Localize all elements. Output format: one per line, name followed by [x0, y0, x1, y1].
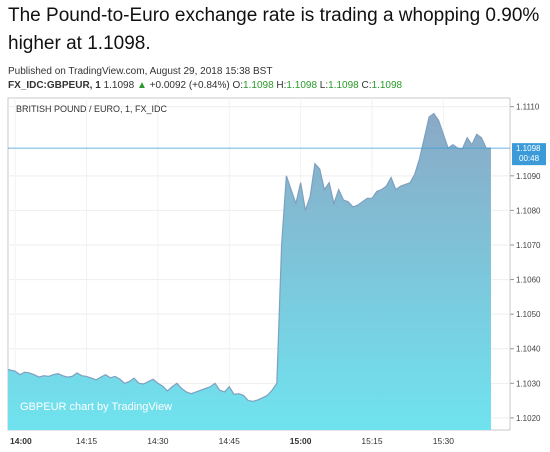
x-tick-label: 15:15	[361, 436, 383, 446]
y-tick-label: 1.1080	[516, 206, 541, 215]
open-label: O:	[232, 80, 244, 91]
x-tick-label: 15:30	[433, 436, 455, 446]
up-arrow-icon: ▲	[136, 80, 147, 91]
last-price-tag-label: 1.1098	[516, 144, 541, 153]
y-axis: 1.1110 1.1090 1.1080 1.1070 1.1060 1.1050 1.10…	[510, 103, 541, 423]
symbol-label: FX_IDC:GBPEUR, 1	[8, 80, 101, 91]
last-price-tag-bg	[512, 143, 546, 166]
price-change: +0.0092 (+0.84%)	[149, 80, 230, 91]
x-tick-label: 14:30	[147, 436, 169, 446]
series-area	[8, 113, 491, 430]
y-tick-label: 1.1050	[516, 310, 541, 319]
last-price: 1.1098	[103, 80, 135, 91]
y-tick-label: 1.1060	[516, 276, 541, 285]
low-value: 1.1098	[328, 80, 359, 91]
x-tick-label: 14:45	[219, 436, 241, 446]
countdown-label: 00:48	[519, 154, 540, 163]
article-headline: The Pound-to-Euro exchange rate is tradi…	[8, 5, 540, 54]
x-tick-label: 14:15	[76, 436, 98, 446]
last-price-tag: 1.1098 00:48	[512, 143, 546, 166]
close-label: C:	[361, 80, 372, 91]
y-tick-label: 1.1110	[516, 103, 540, 112]
low-label: L:	[319, 80, 329, 91]
y-tick-label: 1.1090	[516, 172, 541, 181]
series-line	[7, 112, 491, 402]
high-value: 1.1098	[286, 80, 318, 91]
x-axis: 14:00 14:15 14:30 14:45 15:00 15:15 15:30	[10, 436, 454, 446]
published-note: Published on TradingView.com, August 29,…	[8, 66, 273, 77]
y-tick-label: 1.1020	[516, 414, 541, 423]
y-tick-label: 1.1070	[516, 241, 541, 250]
price-chart[interactable]: BRITISH POUND / EURO, 1, FX_IDC GBPEUR c…	[0, 94, 550, 452]
quote-line: FX_IDC:GBPEUR, 1 1.1098 ▲ +0.0092 (+0.84…	[8, 80, 402, 91]
chart-title: BRITISH POUND / EURO, 1, FX_IDC	[16, 104, 168, 114]
chart-watermark: GBPEUR chart by TradingView	[20, 401, 172, 413]
close-value: 1.1098	[371, 80, 403, 91]
y-tick-label: 1.1040	[516, 345, 541, 354]
high-label: H:	[276, 80, 287, 91]
x-tick-label: 14:00	[10, 436, 32, 446]
y-tick-label: 1.1030	[516, 379, 541, 388]
x-tick-label: 15:00	[290, 436, 312, 446]
open-value: 1.1098	[243, 80, 274, 91]
